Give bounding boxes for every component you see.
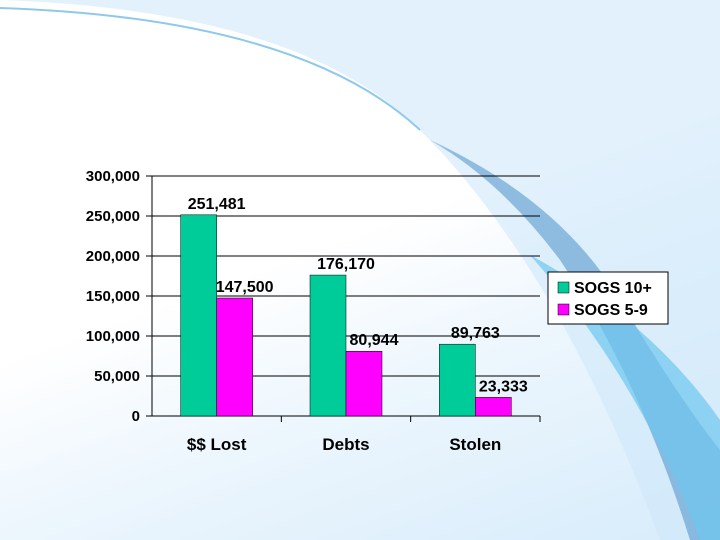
legend-swatch: [557, 303, 570, 316]
bar-sogs-5-9: [475, 397, 512, 417]
bars: [180, 214, 512, 417]
bar-sogs-10-: [309, 274, 347, 417]
legend-box: [547, 271, 669, 325]
bar-sogs-5-9: [216, 297, 253, 417]
data-label: 23,333: [479, 378, 528, 395]
x-category-label: Stolen: [449, 435, 501, 454]
bar-sogs-10-: [180, 214, 217, 417]
y-tick-label: 150,000: [86, 288, 140, 305]
x-axis-categories: $$ Lost Debts Stolen: [187, 435, 501, 454]
y-tick-label: 50,000: [94, 368, 140, 385]
decorative-curve-line: [0, 7, 421, 131]
y-tick-label: 0: [132, 408, 140, 425]
decorative-swoosh-light: [530, 255, 720, 540]
bar-sogs-5-9: [345, 350, 383, 417]
y-tick-label: 300,000: [86, 168, 140, 185]
data-label: 89,763: [451, 325, 500, 342]
legend: SOGS 10+ SOGS 5-9: [547, 271, 669, 325]
legend-swatch: [557, 281, 570, 294]
data-label: 176,170: [317, 256, 375, 273]
legend-label: SOGS 10+: [574, 280, 652, 297]
x-category-label: $$ Lost: [187, 435, 247, 454]
y-tick-label: 250,000: [86, 208, 140, 225]
data-labels: 251,481 147,500 176,170 80,944 89,763 23,333: [188, 196, 528, 396]
y-tick-label: 100,000: [86, 328, 140, 345]
x-category-label: Debts: [322, 435, 369, 454]
data-label: 251,481: [188, 196, 246, 213]
data-label: 147,500: [216, 279, 274, 296]
data-label: 80,944: [350, 332, 399, 349]
legend-label: SOGS 5-9: [574, 302, 648, 319]
bar-sogs-10-: [439, 343, 476, 417]
y-tick-label: 200,000: [86, 248, 140, 265]
y-axis-ticks: 0 50,000 100,000 150,000 200,000 250,000 300,0…: [86, 168, 152, 425]
